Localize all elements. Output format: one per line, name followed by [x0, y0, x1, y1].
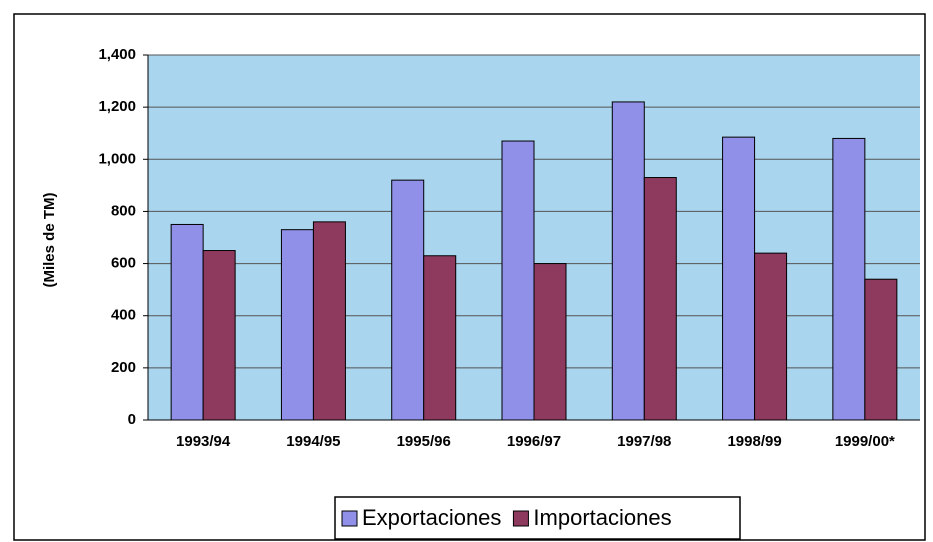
y-tick-label: 600 [111, 255, 136, 272]
legend-box [334, 496, 741, 540]
y-axis-title: (Miles de TM) [41, 192, 58, 287]
bar [202, 250, 236, 421]
legend-label: Importaciones [533, 505, 671, 530]
y-tick-label: 200 [111, 359, 136, 376]
bar [611, 101, 645, 421]
legend-swatch [512, 510, 529, 527]
y-tick-label: 800 [111, 202, 136, 219]
x-tick-label: 1997/98 [617, 433, 671, 450]
legend-label: Exportaciones [362, 505, 501, 530]
bar [501, 140, 535, 421]
bar [170, 223, 204, 421]
x-tick-label: 1998/99 [727, 433, 781, 450]
y-tick-label: 400 [111, 307, 136, 324]
x-tick-label: 1994/95 [286, 433, 340, 450]
bar [643, 177, 677, 421]
x-tick-label: 1993/94 [176, 433, 231, 450]
bar [754, 252, 788, 421]
y-tick-label: 1,200 [98, 98, 136, 115]
y-tick-label: 0 [128, 411, 136, 428]
legend-swatch [341, 510, 358, 527]
bar [391, 179, 425, 421]
x-tick-label: 1995/96 [397, 433, 451, 450]
bar [864, 278, 898, 421]
x-tick-label: 1999/00* [835, 433, 895, 450]
bar [423, 255, 457, 421]
y-tick-label: 1,400 [98, 46, 136, 63]
bar [722, 136, 756, 421]
bar [280, 229, 314, 421]
bar [533, 263, 567, 421]
bar [832, 137, 866, 421]
bar [312, 221, 346, 421]
y-tick-label: 1,000 [98, 150, 136, 167]
x-tick-label: 1996/97 [507, 433, 561, 450]
